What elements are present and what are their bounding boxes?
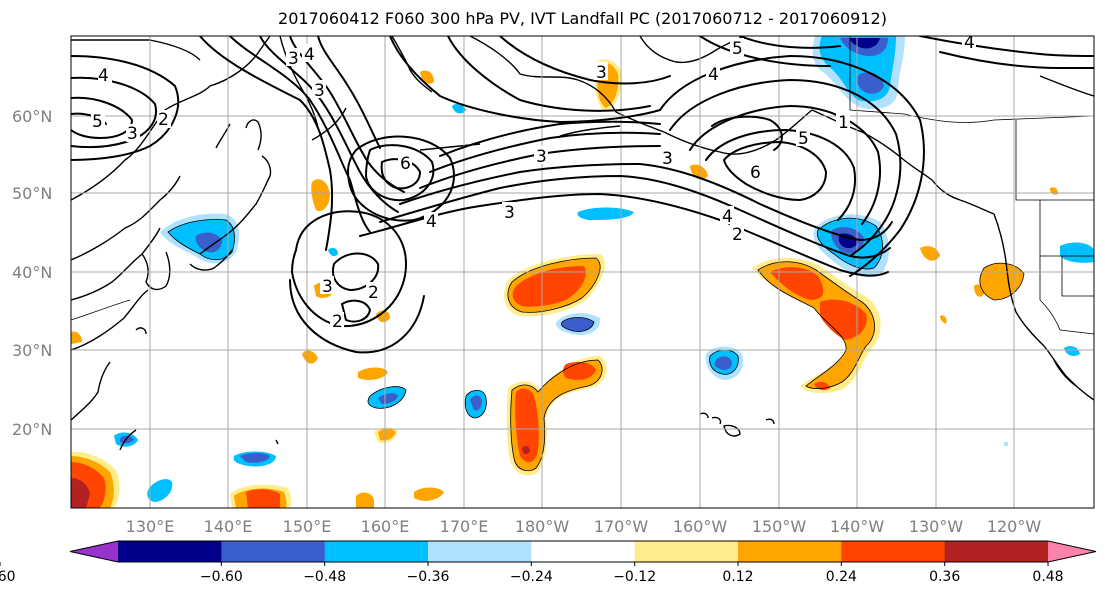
contour-label: 4 [964,33,975,53]
contour-label: 5 [798,129,809,149]
colorbar-tick-label: 0.48 [1032,569,1063,585]
lon-label: 140°W [830,517,885,536]
contour-label: 3 [596,63,607,83]
contour-label: 5 [92,112,103,132]
colorbar-segment [118,541,222,562]
contour-label: 2 [158,110,169,130]
contour-label: 2 [332,312,343,332]
colorbar-tick-label: 0.12 [722,569,753,585]
lon-label: 150°E [283,517,332,536]
lat-label: 60°N [12,107,52,126]
contour-label: 3 [322,277,333,297]
colorbar-outline [69,540,1097,563]
contour-label: 4 [426,212,437,232]
colorbar-tick-label: −0.60 [200,569,243,585]
coastlines [71,36,1094,451]
colorbar-segment [841,541,946,562]
contour-label: 3 [288,49,299,69]
colorbar-segment [634,541,739,562]
borders [71,36,1094,335]
lon-label: 130°E [126,517,175,536]
lon-label: 140°E [204,517,253,536]
colorbar-segment [221,541,326,562]
colorbar-extend-high [1048,541,1096,562]
lon-label: 160°W [673,517,728,536]
contour-label: 6 [400,154,411,174]
colorbar-segment [738,541,842,562]
colorbar-tick-label: −0.48 [303,569,346,585]
map-frame [70,35,1095,509]
contour-label: 3 [314,81,325,101]
colorbar-tick-label: −0.24 [510,569,553,585]
contour-label: 3 [662,149,673,169]
contour-labels: 4 5 3 2 2 3 4 6 3 3 4 3 2 3 4 5 1 2 5 6 … [91,33,976,332]
colorbar-extend-low [70,541,118,562]
lon-label: 180°W [515,517,570,536]
contour-label: 1 [838,113,849,133]
colorbar-segment [944,541,1049,562]
colorbar-tick-label: 0.60 [0,569,16,585]
contour-label: 2 [368,283,379,303]
lat-label: 40°N [12,263,52,282]
lat-label: 50°N [12,184,52,203]
colorbar-segment [531,541,636,562]
lon-label: 170°W [594,517,649,536]
contour-label: 5 [732,39,743,59]
colorbar-tick-label: 0.36 [929,569,960,585]
contour-label: 3 [536,147,547,167]
map-title: 2017060412 F060 300 hPa PV, IVT Landfall… [278,9,887,28]
lat-label: 30°N [12,341,52,360]
lon-axis: 130°E 140°E 150°E 160°E 170°E 180°W 170°… [126,517,1042,536]
colorbar-segment [428,541,532,562]
colorbar: −0.60 −0.48 −0.36 −0.24 −0.12 0.12 0.24 0.36 0.4… [0,540,1097,585]
lon-label: 120°W [987,517,1042,536]
contour-label: 2 [732,225,743,245]
lat-axis: 60°N 50°N 40°N 30°N 20°N [12,107,52,439]
lon-label: 130°W [909,517,964,536]
contour-label: 3 [127,124,138,144]
colorbar-tick-label: −0.36 [407,569,450,585]
colorbar-tick-label: 0.24 [826,569,857,585]
lon-label: 160°E [361,517,410,536]
lon-label: 170°E [440,517,489,536]
contour-label: 4 [98,66,109,86]
contour-label: 4 [722,207,733,227]
contour-label: 3 [504,203,515,223]
pv-contours [71,36,1094,354]
colorbar-tick-label: −0.12 [613,569,656,585]
lat-label: 20°N [12,420,52,439]
graticule [71,36,1094,508]
lon-label: 150°W [752,517,807,536]
contour-label: 6 [750,163,761,183]
colorbar-segment [324,541,429,562]
contour-label: 4 [708,65,719,85]
contour-label: 4 [304,45,315,65]
